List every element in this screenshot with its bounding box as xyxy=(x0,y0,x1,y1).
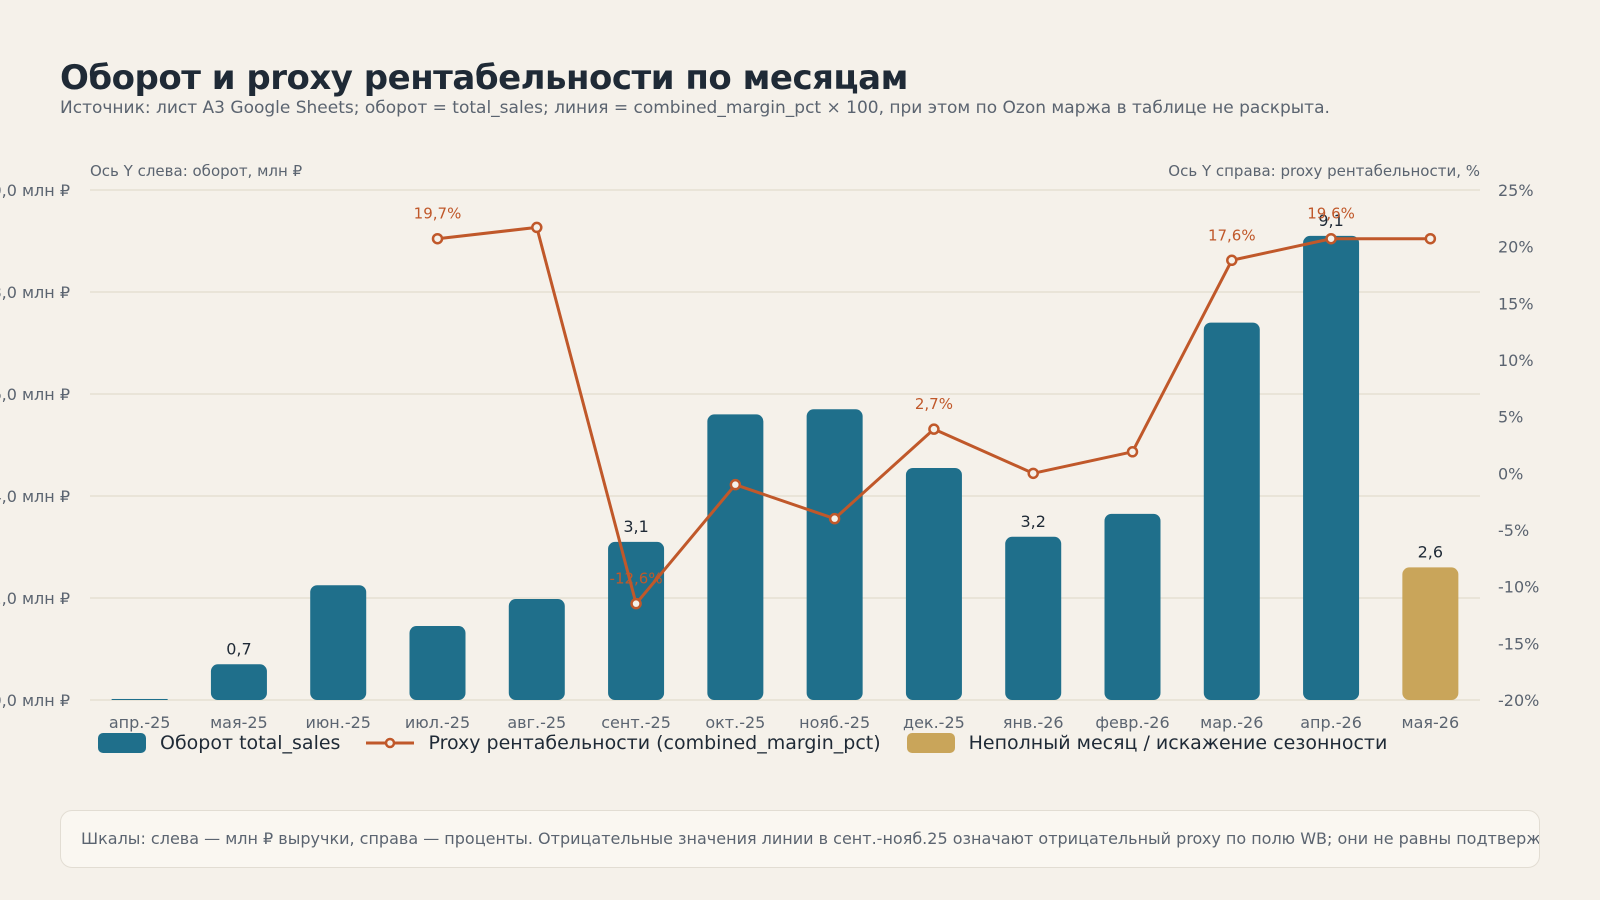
right-axis-tick-label: -10% xyxy=(1498,578,1539,597)
x-axis-tick-label: нояб.-25 xyxy=(799,713,870,732)
left-axis-tick-label: 10,0 млн ₽ xyxy=(0,181,70,200)
bar xyxy=(905,467,962,700)
line-value-label: 19,7% xyxy=(414,205,462,223)
line-point xyxy=(531,221,543,234)
bar xyxy=(1303,235,1360,700)
legend: Оборот total_sales Proxy рентабельности … xyxy=(98,732,1413,754)
x-axis-tick-label: окт.-25 xyxy=(705,713,765,732)
left-axis-tick-label: 6,0 млн ₽ xyxy=(0,385,70,404)
right-axis-tick-label: 10% xyxy=(1498,351,1534,370)
legend-label-line: Proxy рентабельности (combined_margin_pc… xyxy=(428,732,881,754)
bar xyxy=(1005,536,1062,700)
left-axis-caption: Ось Y слева: оборот, млн ₽ xyxy=(90,162,303,180)
line-point xyxy=(1325,232,1337,245)
bar xyxy=(508,599,565,700)
line-point xyxy=(1424,232,1437,245)
line-value-label: -12,6% xyxy=(610,570,663,588)
right-axis-tick-label: -15% xyxy=(1498,634,1539,653)
bar xyxy=(707,414,764,700)
bar xyxy=(608,541,665,700)
legend-label-partial: Неполный месяц / искажение сезонности xyxy=(968,732,1388,754)
legend-item-bars: Оборот total_sales xyxy=(98,732,340,754)
left-axis-tick-label: 4,0 млн ₽ xyxy=(0,487,70,506)
x-axis-tick-label: апр.-25 xyxy=(109,713,171,732)
legend-swatch-partial xyxy=(906,733,955,753)
line-point xyxy=(1027,467,1039,480)
line-point xyxy=(1126,446,1139,458)
bar xyxy=(409,626,466,700)
right-axis-tick-label: 15% xyxy=(1498,294,1534,313)
chart-title: Оборот и proxy рентабельности по месяцам xyxy=(60,58,908,98)
legend-swatch-line xyxy=(366,737,415,749)
bar xyxy=(806,409,863,700)
right-axis-tick-label: 0% xyxy=(1498,464,1523,483)
line-point xyxy=(828,512,841,525)
line-value-label: 17,6% xyxy=(1208,226,1256,244)
bar xyxy=(1402,567,1459,700)
x-axis-tick-label: сент.-25 xyxy=(601,713,671,732)
bar-value-label: 2,6 xyxy=(1418,542,1443,561)
bar xyxy=(310,585,367,700)
bar xyxy=(1203,322,1260,700)
legend-item-line: Proxy рентабельности (combined_margin_pc… xyxy=(366,732,881,754)
x-axis-tick-label: февр.-26 xyxy=(1095,713,1169,732)
x-axis-tick-label: дек.-25 xyxy=(903,713,965,732)
x-axis-tick-label: янв.-26 xyxy=(1003,713,1064,732)
line-point xyxy=(928,423,940,435)
left-axis-tick-label: 2,0 млн ₽ xyxy=(0,589,70,608)
x-axis-tick-label: апр.-26 xyxy=(1300,713,1362,732)
legend-label-bars: Оборот total_sales xyxy=(160,732,341,754)
bar-value-label: 9,1 xyxy=(1318,211,1343,230)
bar-value-label: 3,2 xyxy=(1020,512,1045,531)
left-axis-tick-label: 8,0 млн ₽ xyxy=(0,283,70,302)
x-axis-tick-label: июн.-25 xyxy=(305,713,371,732)
right-axis-tick-label: -5% xyxy=(1498,521,1529,540)
right-axis-tick-label: -20% xyxy=(1498,691,1539,710)
bar xyxy=(1104,513,1161,700)
x-axis-tick-label: авг.-25 xyxy=(507,713,566,732)
line-point xyxy=(630,597,642,610)
left-axis-tick-label: 0,0 млн ₽ xyxy=(0,691,70,710)
right-axis-tick-label: 20% xyxy=(1498,238,1534,257)
line-point xyxy=(729,478,742,491)
right-axis-caption: Ось Y справа: proxy рентабельности, % xyxy=(1168,162,1480,180)
line-value-label: 19,6% xyxy=(1307,205,1355,223)
x-axis-tick-label: мая-26 xyxy=(1402,713,1460,732)
footnote-box: Шкалы: слева — млн ₽ выручки, справа — п… xyxy=(60,810,1540,868)
bar xyxy=(210,664,267,700)
line-value-label: 2,7% xyxy=(915,395,953,413)
x-axis-tick-label: мар.-26 xyxy=(1200,713,1263,732)
bar-value-label: 0,7 xyxy=(226,639,251,658)
line-point xyxy=(431,232,444,245)
line-point xyxy=(1226,254,1238,267)
chart-subtitle: Источник: лист А3 Google Sheets; оборот … xyxy=(60,98,1330,118)
right-axis-tick-label: 25% xyxy=(1498,181,1534,200)
x-axis-tick-label: мая-25 xyxy=(210,713,268,732)
footnote-text: Шкалы: слева — млн ₽ выручки, справа — п… xyxy=(81,829,1540,848)
legend-item-partial: Неполный месяц / искажение сезонности xyxy=(906,732,1388,754)
x-axis-tick-label: июл.-25 xyxy=(405,713,470,732)
bar xyxy=(111,698,168,700)
legend-swatch-bars xyxy=(98,733,146,753)
bar-value-label: 3,1 xyxy=(623,517,648,536)
right-axis-tick-label: 5% xyxy=(1498,408,1523,427)
